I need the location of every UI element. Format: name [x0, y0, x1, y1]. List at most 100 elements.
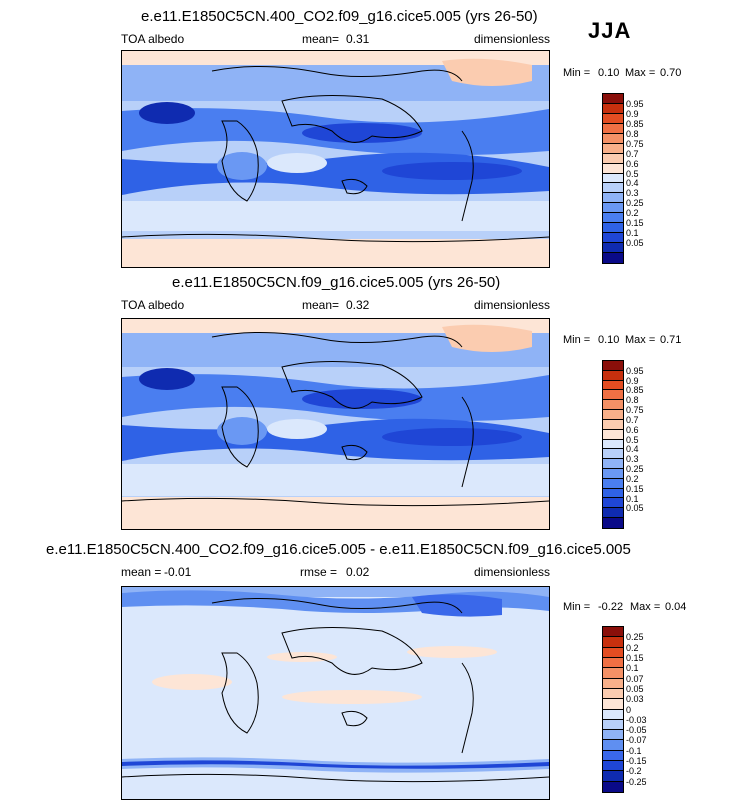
panel1-colorbar [602, 93, 624, 264]
panel1-max-value: 0.70 [660, 67, 682, 79]
colorbar-swatch [603, 439, 623, 450]
panel3-rmse-value: 0.02 [346, 565, 370, 579]
colorbar-swatch [603, 370, 623, 381]
colorbar-swatch [603, 518, 623, 528]
panel1-mean-value: 0.31 [346, 32, 370, 46]
colorbar-swatch [603, 449, 623, 460]
colorbar-swatch [603, 419, 623, 430]
colorbar-tick-label: 0.25 [626, 198, 644, 209]
colorbar-swatch [603, 688, 623, 700]
colorbar-swatch [603, 699, 623, 710]
panel2-map-field [122, 319, 549, 529]
colorbar-tick-label: 0.5 [626, 434, 639, 445]
colorbar-swatch [603, 183, 623, 194]
colorbar-swatch [603, 390, 623, 401]
colorbar-swatch [603, 709, 623, 720]
panel1-mean-label: mean= [302, 32, 340, 46]
colorbar-swatch [603, 203, 623, 214]
colorbar-swatch [603, 153, 623, 164]
colorbar-swatch [603, 173, 623, 184]
colorbar-swatch [603, 400, 623, 411]
colorbar-swatch [603, 781, 623, 792]
panel2-units-label: dimensionless [474, 298, 551, 312]
colorbar-swatch [603, 459, 623, 469]
panel2-mean-label: mean= [302, 298, 340, 312]
colorbar-tick-label: -0.25 [626, 776, 647, 787]
colorbar-tick-label: 0.2 [626, 473, 639, 484]
colorbar-swatch [603, 478, 623, 489]
colorbar-swatch [603, 253, 623, 263]
panel1-title: e.e11.E1850C5CN.400_CO2.f09_g16.cice5.00… [141, 8, 538, 25]
panel3-rmse-label: rmse = [300, 565, 338, 579]
colorbar-tick-label: 0.6 [626, 424, 639, 435]
colorbar-tick-label: 0.2 [626, 208, 639, 219]
panel3-max-label: Max = [630, 601, 661, 613]
colorbar-tick-label: 0.4 [626, 444, 639, 455]
colorbar-swatch [603, 647, 623, 658]
colorbar-tick-label: -0.05 [626, 725, 647, 736]
panel1-map [121, 50, 550, 268]
colorbar-tick-label: 0.4 [626, 178, 639, 189]
panel2-title: e.e11.E1850C5CN.f09_g16.cice5.005 (yrs 2… [172, 274, 501, 291]
colorbar-tick-label: 0.1 [626, 493, 639, 504]
colorbar-tick-label: 0.1 [626, 663, 639, 674]
colorbar-tick-label: -0.03 [626, 714, 647, 725]
panel3-mean-value: -0.01 [164, 565, 192, 579]
panel3-mean-label: mean = [121, 565, 162, 579]
colorbar-tick-label: 0.3 [626, 454, 639, 465]
colorbar-swatch [603, 771, 623, 782]
colorbar-swatch [603, 380, 623, 391]
colorbar-tick-label: 0.05 [626, 503, 644, 514]
colorbar-tick-label: 0.07 [626, 673, 644, 684]
colorbar-swatch [603, 657, 623, 669]
colorbar-swatch [603, 143, 623, 154]
colorbar-tick-label: 0 [626, 704, 632, 715]
colorbar-swatch [603, 113, 623, 124]
panel1-variable-label: TOA albedo [121, 32, 185, 46]
colorbar-tick-label: 0.15 [626, 652, 644, 663]
colorbar-swatch [603, 223, 623, 234]
colorbar-tick-label: 0.95 [626, 98, 644, 109]
colorbar-swatch [603, 213, 623, 224]
colorbar-tick-label: 0.25 [626, 464, 644, 475]
colorbar-swatch [603, 761, 623, 772]
colorbar-swatch [603, 498, 623, 509]
panel3-map-field [122, 587, 549, 799]
colorbar-tick-label: -0.15 [626, 756, 647, 767]
colorbar-swatch [603, 508, 623, 518]
season-label: JJA [588, 18, 632, 43]
panel3-min-label: Min = [563, 601, 591, 613]
panel3-colorbar [602, 626, 624, 793]
colorbar-tick-label: -0.1 [626, 745, 642, 756]
colorbar-swatch [603, 94, 623, 104]
colorbar-tick-label: 0.3 [626, 188, 639, 199]
colorbar-swatch [603, 668, 623, 679]
colorbar-swatch [603, 163, 623, 174]
colorbar-tick-label: 0.85 [626, 118, 644, 129]
colorbar-swatch [603, 730, 623, 741]
colorbar-tick-label: 0.75 [626, 138, 644, 149]
colorbar-swatch [603, 719, 623, 731]
colorbar-tick-label: 0.8 [626, 128, 639, 139]
panel3-units-label: dimensionless [474, 565, 551, 579]
panel1-units-label: dimensionless [474, 32, 551, 46]
panel2-min-value: 0.10 [598, 334, 620, 346]
colorbar-tick-label: 0.8 [626, 395, 639, 406]
colorbar-swatch [603, 750, 623, 762]
colorbar-tick-label: 0.9 [626, 108, 639, 119]
colorbar-swatch [603, 361, 623, 371]
panel3-title: e.e11.E1850C5CN.400_CO2.f09_g16.cice5.00… [46, 541, 631, 558]
panel1-map-field [122, 51, 549, 267]
panel2-min-label: Min = [563, 334, 591, 346]
colorbar-swatch [603, 233, 623, 244]
colorbar-tick-label: 0.2 [626, 642, 639, 653]
panel2-mean-value: 0.32 [346, 298, 370, 312]
colorbar-tick-label: 0.85 [626, 385, 644, 396]
colorbar-swatch [603, 133, 623, 144]
colorbar-tick-label: 0.15 [626, 483, 644, 494]
panel2-map [121, 318, 550, 530]
colorbar-swatch [603, 488, 623, 499]
panel2-colorbar [602, 360, 624, 529]
colorbar-swatch [603, 243, 623, 253]
colorbar-swatch [603, 410, 623, 420]
